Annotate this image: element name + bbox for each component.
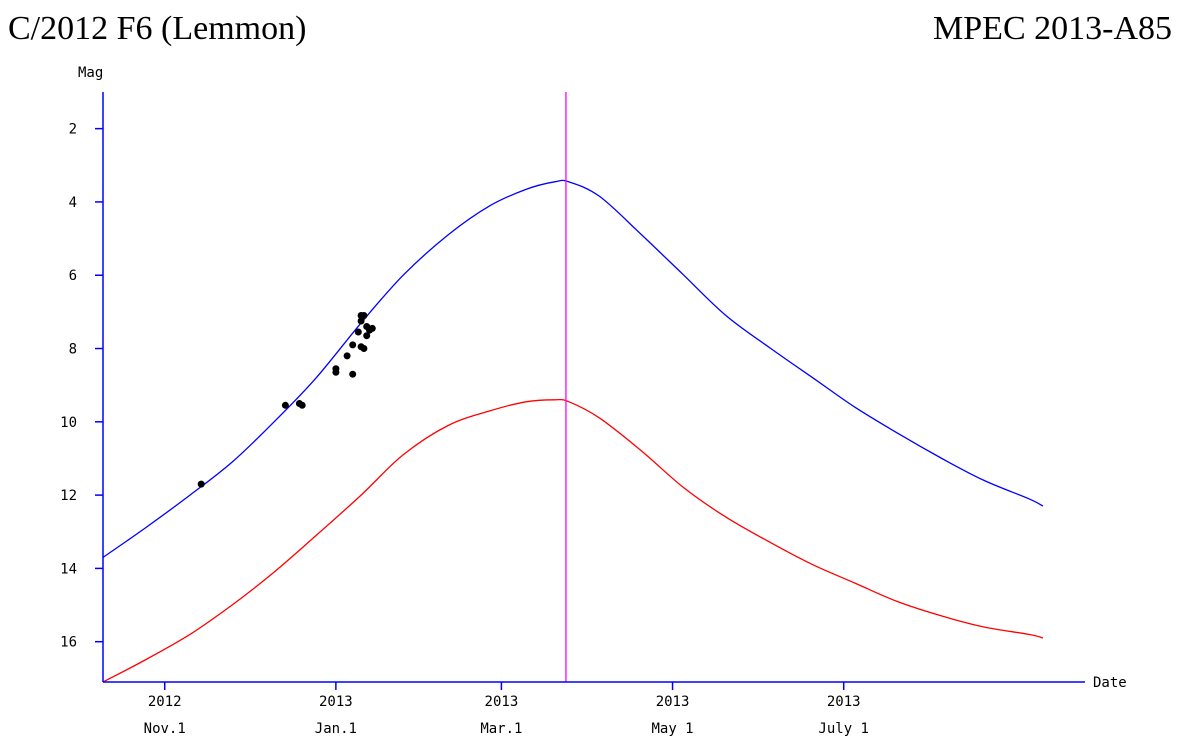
observation-point xyxy=(363,332,371,340)
x-axis-label: Date xyxy=(1093,675,1127,691)
y-tick-label: 8 xyxy=(69,342,77,358)
magnitude-curve-2 xyxy=(102,398,1044,683)
y-tick-label: 16 xyxy=(60,635,77,651)
observation-point xyxy=(368,324,376,332)
x-tick-year: 2012 xyxy=(148,694,182,710)
axes-layer: 2 4 6 8 10 12 14 16 2012 Nov.1 2013 Jan.1 2013 Mar.1 2… xyxy=(60,65,1127,737)
curves-layer xyxy=(102,92,1044,683)
y-tick-label: 14 xyxy=(60,561,77,577)
x-tick-year: 2013 xyxy=(485,694,519,710)
y-tick-label: 12 xyxy=(60,488,77,504)
chart-title: C/2012 F6 (Lemmon) xyxy=(8,10,307,47)
x-tick-label: Mar.1 xyxy=(480,721,522,737)
y-tick-label: 2 xyxy=(69,122,77,138)
x-tick-label: July 1 xyxy=(818,721,869,737)
observation-point xyxy=(197,480,205,488)
observation-point xyxy=(281,401,289,409)
observation-point xyxy=(357,317,365,325)
x-tick-label: Jan.1 xyxy=(315,721,357,737)
chart-subtitle: MPEC 2013-A85 xyxy=(933,10,1172,47)
magnitude-curve-1 xyxy=(102,179,1044,558)
y-tick-label: 10 xyxy=(60,415,77,431)
observation-point xyxy=(360,345,368,352)
observation-point xyxy=(343,352,351,360)
y-axis-label: Mag xyxy=(78,65,103,81)
x-tick-year: 2013 xyxy=(827,694,861,710)
y-tick-label: 6 xyxy=(69,268,77,284)
observation-point xyxy=(298,401,306,409)
x-tick-year: 2013 xyxy=(319,694,353,710)
observation-point xyxy=(354,328,362,336)
observation-point xyxy=(349,370,357,378)
x-tick-year: 2013 xyxy=(656,694,690,710)
y-tick-label: 4 xyxy=(69,195,77,211)
observations-layer xyxy=(197,312,376,488)
observation-point xyxy=(332,365,340,373)
x-tick-label: May 1 xyxy=(651,721,693,737)
x-tick-label: Nov.1 xyxy=(144,721,186,737)
observation-point xyxy=(349,341,357,349)
observation-point xyxy=(360,312,368,319)
